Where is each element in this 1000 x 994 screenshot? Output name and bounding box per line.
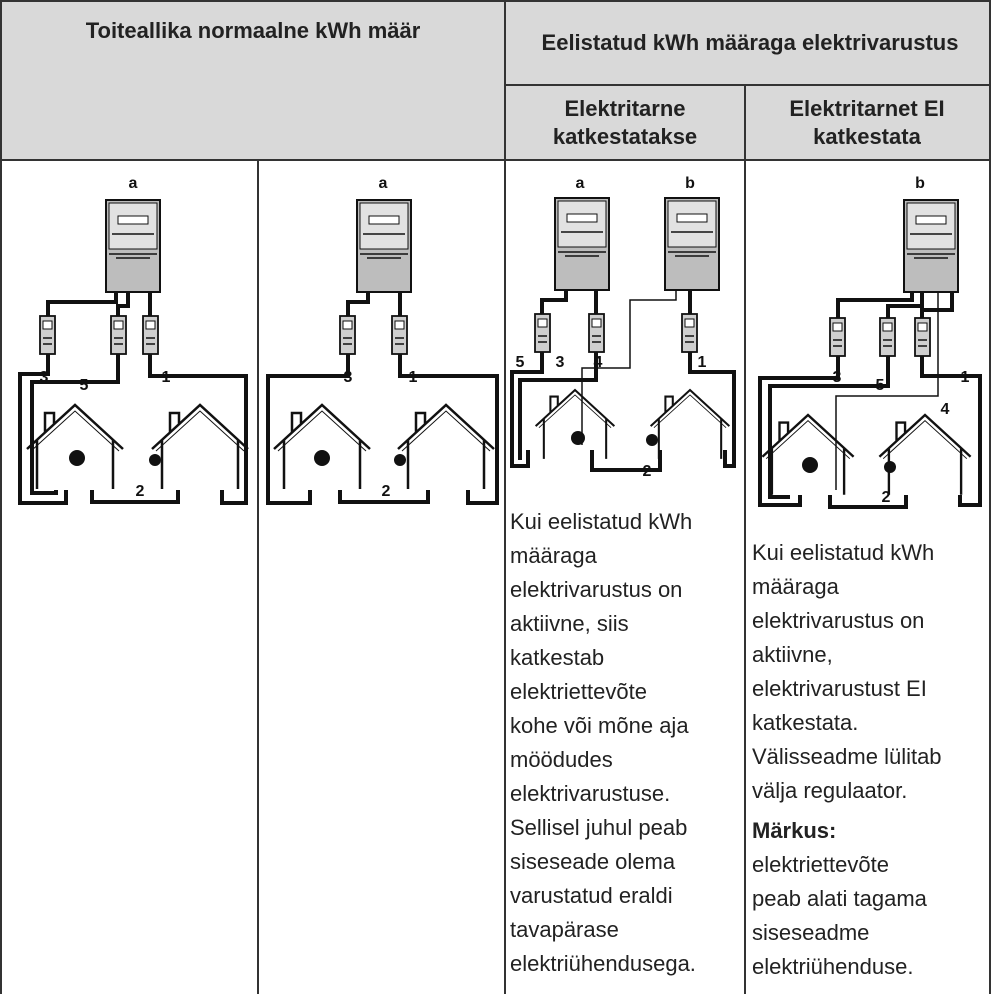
text-line: Välisseadme lülitab bbox=[752, 744, 942, 769]
header-subtitle: Elektritarnet EI katkestata bbox=[789, 95, 945, 149]
header-title: Toiteallika normaalne kWh määr bbox=[85, 18, 421, 43]
border bbox=[0, 0, 991, 2]
header-title: Eelistatud kWh määraga elektrivarustus bbox=[541, 30, 959, 55]
border bbox=[989, 0, 991, 994]
diagram-label: 3 bbox=[556, 354, 565, 371]
text-line: möödudes bbox=[510, 747, 613, 772]
diagram-label: 2 bbox=[382, 483, 391, 500]
text-line: määraga bbox=[510, 543, 597, 568]
text-line: siseseadme bbox=[752, 920, 870, 945]
diagram-label: 1 bbox=[961, 369, 970, 386]
text-line: elektriühendusega. bbox=[510, 951, 696, 976]
diagram-label: 4 bbox=[941, 401, 950, 418]
text-line: Kui eelistatud kWh bbox=[510, 509, 693, 534]
diagram-label: 5 bbox=[516, 354, 525, 371]
text-line: varustatud eraldi bbox=[510, 883, 673, 908]
border bbox=[0, 159, 991, 161]
diagram-label: 3 bbox=[833, 369, 842, 386]
header-subtitle: Elektritarne katkestatakse bbox=[552, 95, 698, 149]
diagram-label: 2 bbox=[643, 463, 652, 480]
header-background bbox=[1, 1, 990, 160]
cell-text: Kui eelistatud kWh määraga elektrivarustus… bbox=[752, 536, 942, 984]
diagram-label: 5 bbox=[80, 377, 89, 394]
border bbox=[744, 85, 746, 994]
text-line: elektrivarustust EI bbox=[752, 676, 927, 701]
diagram-label: 1 bbox=[409, 369, 418, 386]
text-line: elektrivarustuse. bbox=[510, 781, 671, 806]
text-line: Sellisel juhul peab bbox=[510, 815, 688, 840]
border bbox=[505, 84, 991, 86]
text-line: elektrivarustus on bbox=[510, 577, 683, 602]
text-line: katkestab bbox=[510, 645, 605, 670]
text-line: Kui eelistatud kWh bbox=[752, 540, 935, 565]
text-line: siseseade olema bbox=[510, 849, 676, 874]
text-line: elektriühenduse. bbox=[752, 954, 914, 979]
diagram-label: b bbox=[685, 175, 695, 192]
diagram-label: a bbox=[379, 175, 388, 192]
diagram-label: b bbox=[915, 175, 925, 192]
diagram-label: 3 bbox=[344, 369, 353, 386]
border bbox=[0, 0, 2, 994]
diagram-label: 2 bbox=[136, 483, 145, 500]
text-line: elektriettevõte bbox=[510, 679, 647, 704]
text-line: aktiivne, bbox=[752, 642, 833, 667]
text-line: välja regulaator. bbox=[752, 778, 908, 803]
border bbox=[504, 0, 506, 994]
border bbox=[257, 160, 259, 994]
diagram-label: 4 bbox=[594, 354, 603, 371]
text-line: katkestata. bbox=[752, 710, 859, 735]
text-line: määraga bbox=[752, 574, 839, 599]
text-line: aktiivne, siis bbox=[510, 611, 629, 636]
text-line: tavapärase bbox=[510, 917, 619, 942]
text-line: kohe või mõne aja bbox=[510, 713, 689, 738]
diagram-label: 2 bbox=[882, 489, 891, 506]
diagram-label: 5 bbox=[876, 377, 885, 394]
diagram-label: 1 bbox=[162, 369, 171, 386]
diagram-label: 3 bbox=[40, 369, 49, 386]
text-line: peab alati tagama bbox=[752, 886, 927, 911]
diagram-label: a bbox=[129, 175, 138, 192]
text-line: elektrivarustus on bbox=[752, 608, 925, 633]
diagram-label: 1 bbox=[698, 354, 707, 371]
diagram-label: a bbox=[576, 175, 585, 192]
text-line: elektriettevõte bbox=[752, 852, 889, 877]
note-label: Märkus: bbox=[752, 818, 837, 843]
cell-text: Kui eelistatud kWh määraga elektrivarustus… bbox=[510, 505, 696, 981]
